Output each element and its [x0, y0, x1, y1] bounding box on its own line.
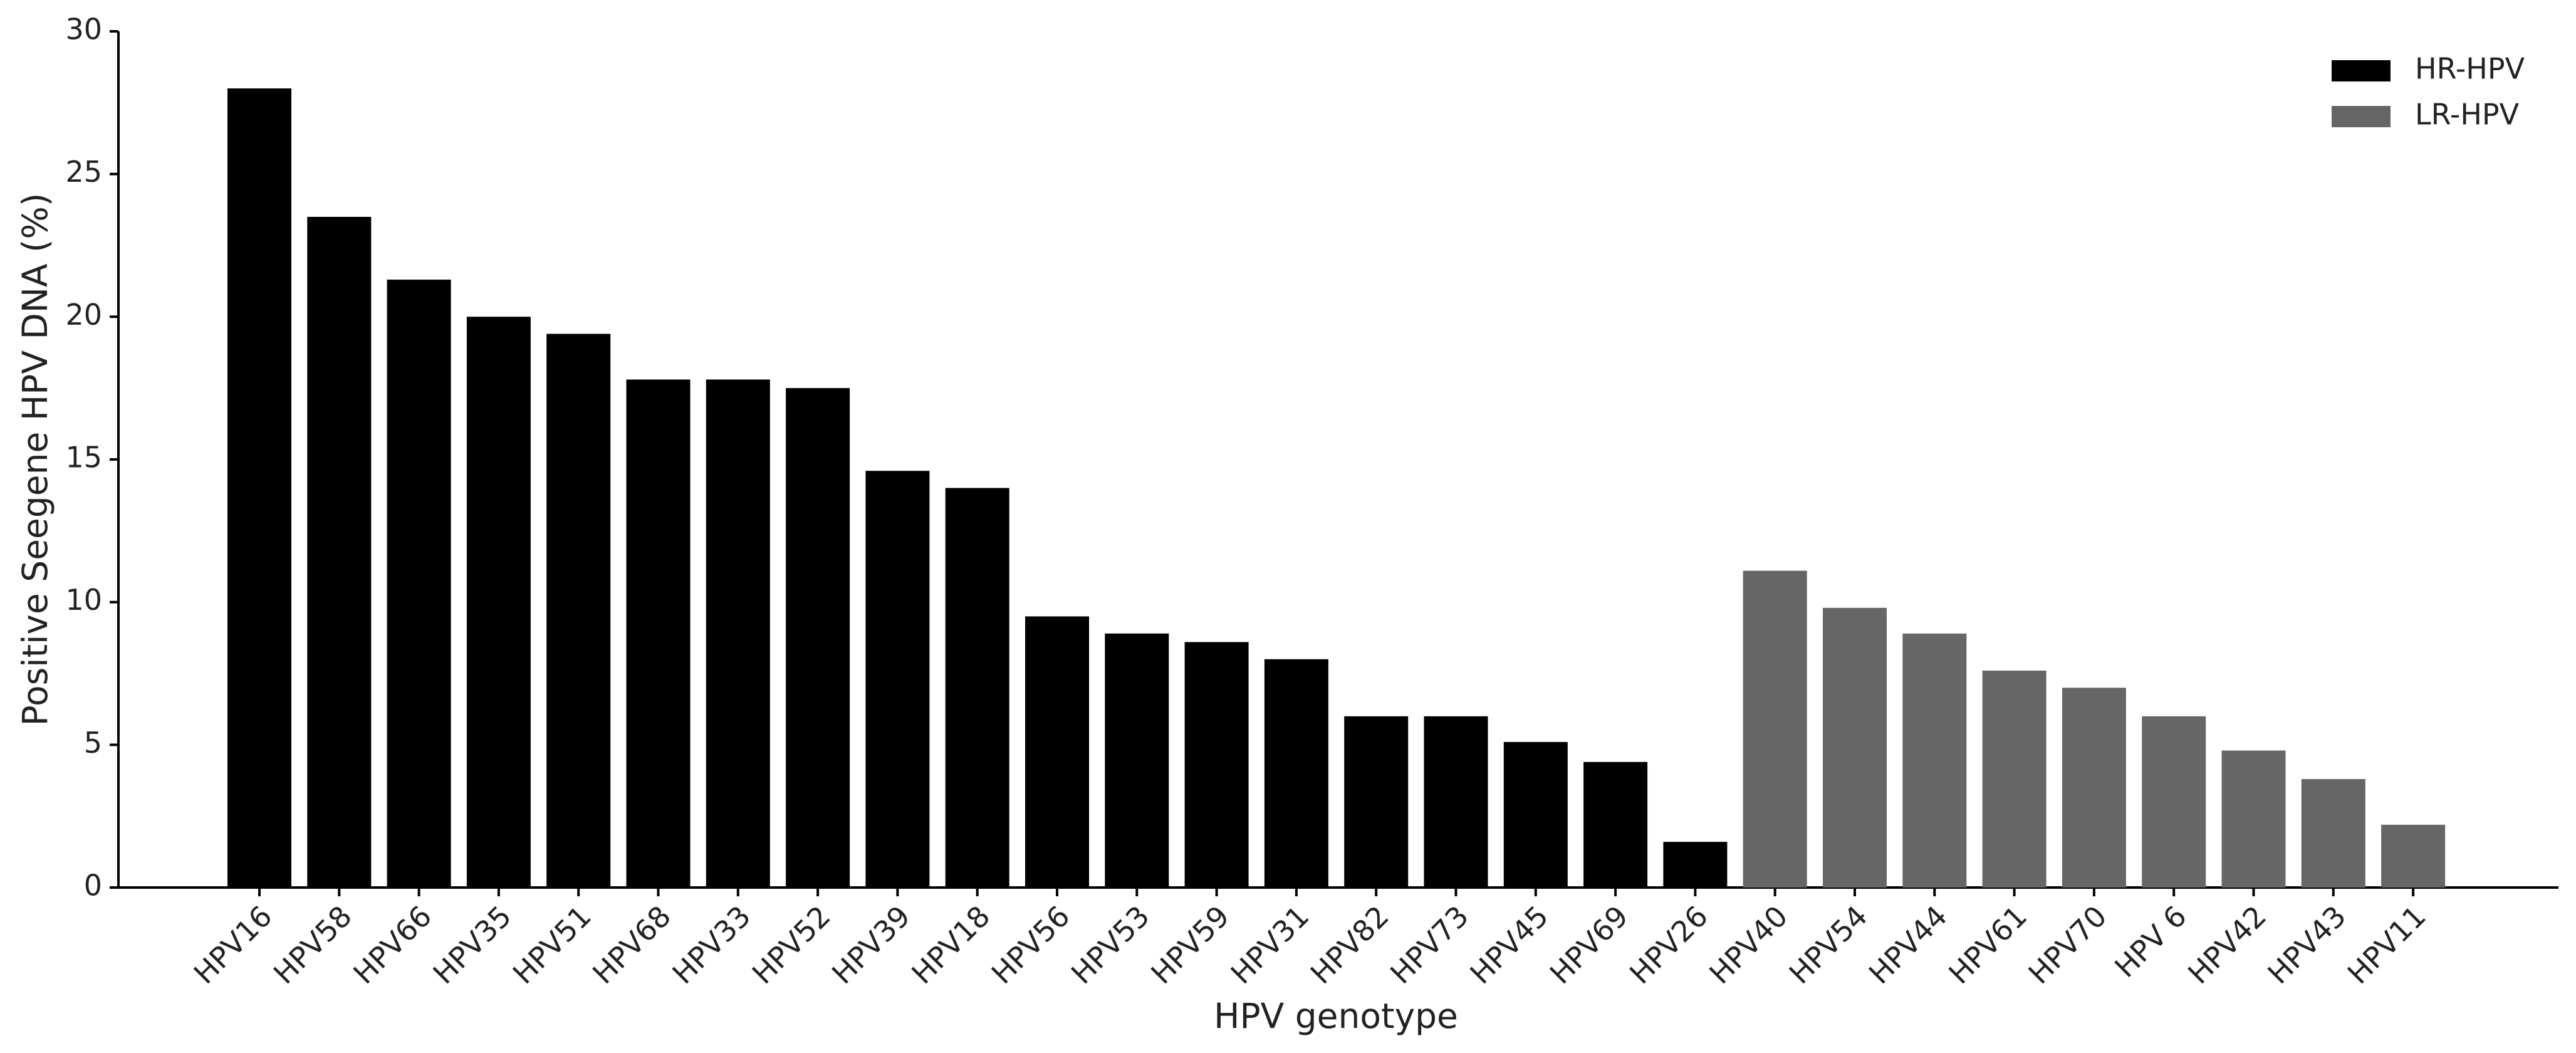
- bar: [2301, 778, 2365, 888]
- y-tick-label: 10: [65, 583, 102, 617]
- x-tick-label: HPV43: [2261, 899, 2353, 990]
- bar: [865, 471, 930, 888]
- bar: [1743, 570, 1807, 888]
- bar: [1823, 607, 1887, 888]
- x-tick-label: HPV69: [1543, 899, 1635, 990]
- x-tick-label: HPV33: [666, 899, 758, 990]
- x-tick-label: HPV44: [1862, 899, 1954, 990]
- bar: [2062, 688, 2126, 888]
- y-tick-label: 30: [65, 13, 102, 46]
- x-tick-label: HPV42: [2181, 899, 2273, 990]
- x-tick-label: HPV52: [746, 899, 837, 990]
- x-tick-label: HPV39: [825, 899, 917, 990]
- bar: [1663, 842, 1728, 888]
- x-tick-label: HPV73: [1384, 899, 1475, 990]
- x-tick-label: HPV51: [506, 899, 598, 990]
- x-tick-label: HPV82: [1304, 899, 1395, 990]
- bar: [2142, 716, 2206, 888]
- bar: [546, 333, 611, 888]
- bar: [307, 216, 372, 888]
- x-tick-label: HPV53: [1065, 899, 1156, 990]
- bar: [227, 88, 291, 888]
- y-tick-label: 20: [65, 298, 102, 332]
- y-tick-label: 5: [84, 726, 102, 760]
- x-tick-label: HPV 6: [2108, 899, 2193, 984]
- y-tick-label: 0: [84, 869, 102, 903]
- bar: [626, 379, 691, 888]
- bar: [1184, 642, 1249, 888]
- y-axis-label: Positive Seegene HPV DNA (%): [15, 193, 55, 726]
- bar: [1424, 716, 1488, 888]
- bar: [1025, 616, 1089, 888]
- x-tick-label: HPV45: [1464, 899, 1555, 990]
- x-tick-label: HPV59: [1144, 899, 1236, 990]
- bar: [2381, 824, 2446, 888]
- x-tick-label: HPV56: [985, 899, 1077, 990]
- x-tick-label: HPV16: [187, 899, 279, 990]
- bar: [1105, 633, 1169, 888]
- x-tick-label: HPV11: [2341, 899, 2433, 990]
- x-tick-label: HPV61: [1942, 899, 2033, 990]
- bar: [1902, 633, 1967, 888]
- y-tick-label: 15: [65, 441, 102, 474]
- bar: [1503, 741, 1568, 888]
- y-tick-label: 25: [65, 155, 102, 189]
- x-tick-label: HPV18: [905, 899, 996, 990]
- legend-swatch: [2332, 106, 2391, 127]
- bar: [1264, 659, 1328, 888]
- x-tick-label: HPV70: [2022, 899, 2114, 990]
- bar: [466, 317, 531, 888]
- x-tick-label: HPV58: [267, 899, 358, 990]
- x-axis-label: HPV genotype: [1214, 996, 1458, 1036]
- x-tick-label: HPV26: [1623, 899, 1714, 990]
- x-tick-label: HPV54: [1783, 899, 1874, 990]
- x-tick-label: HPV31: [1224, 899, 1316, 990]
- legend-label: HR-HPV: [2415, 52, 2525, 86]
- x-tick-label: HPV35: [427, 899, 518, 990]
- bar: [1583, 762, 1648, 888]
- bar: [1344, 716, 1409, 888]
- bar: [786, 388, 850, 888]
- bar: [1982, 670, 2047, 888]
- x-tick-label: HPV66: [347, 899, 438, 990]
- bar: [2221, 750, 2286, 888]
- bar: [387, 280, 451, 888]
- bar: [706, 379, 770, 888]
- bar: [945, 488, 1009, 888]
- x-tick-label: HPV68: [586, 899, 677, 990]
- legend-label: LR-HPV: [2415, 98, 2520, 132]
- x-tick-label: HPV40: [1703, 899, 1794, 990]
- legend-swatch: [2332, 60, 2391, 81]
